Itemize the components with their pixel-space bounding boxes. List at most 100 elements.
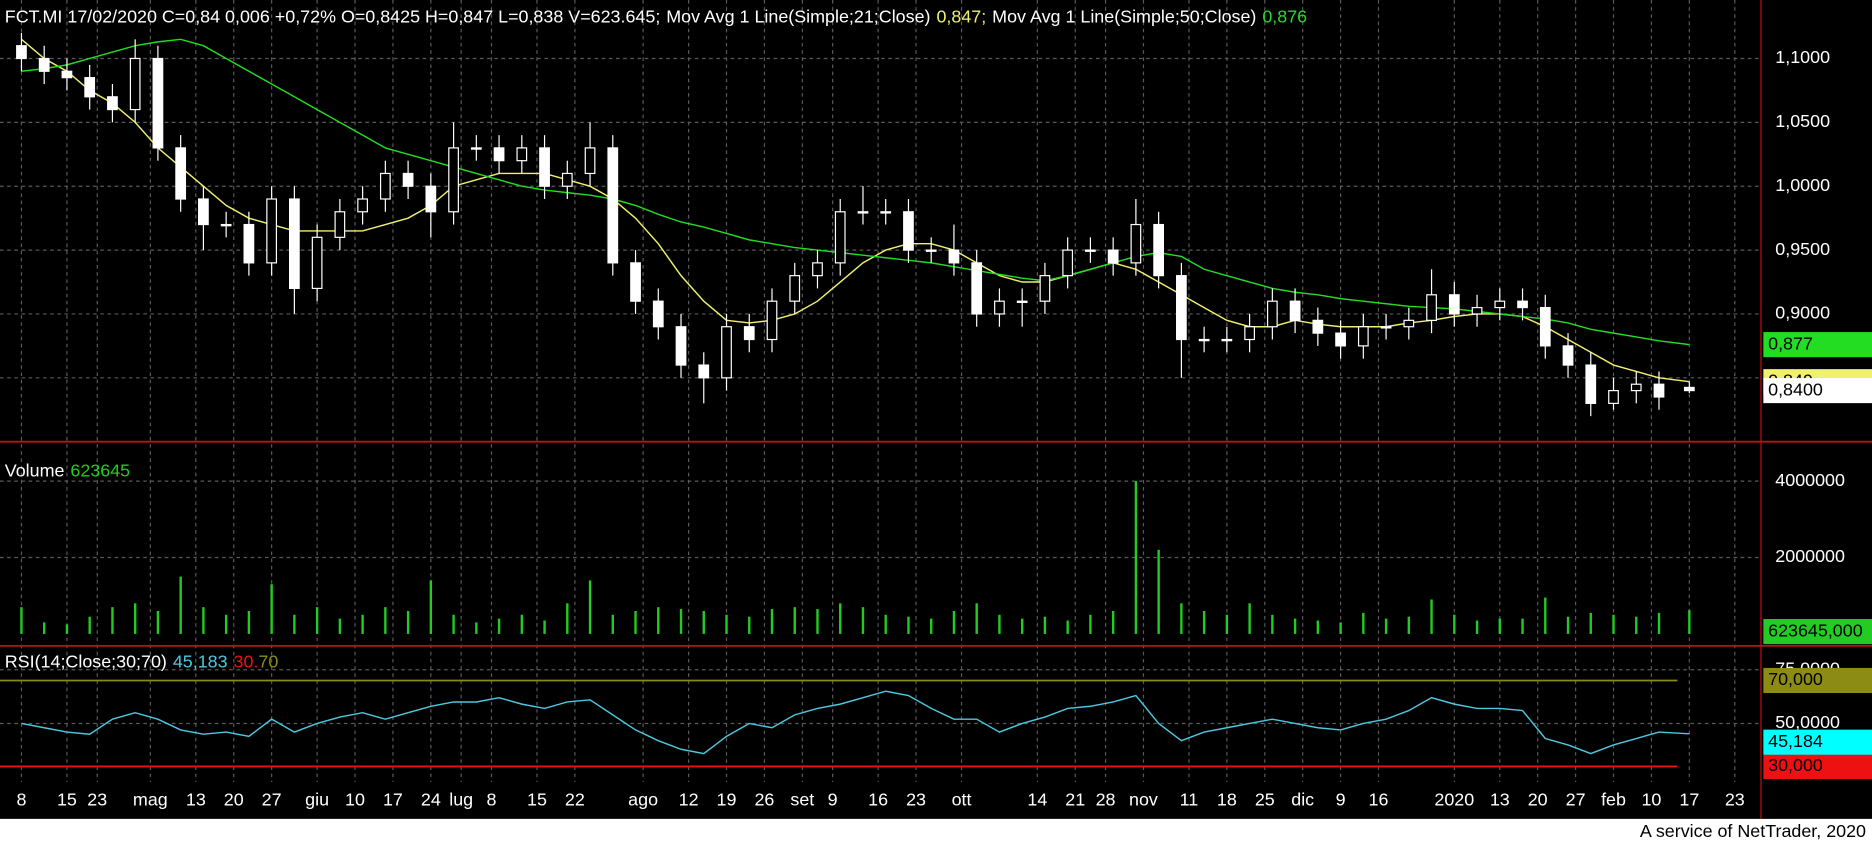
x-tick-label: set [790, 790, 814, 810]
value-box [1763, 729, 1872, 755]
volume-bar [224, 614, 228, 634]
volume-bar [1316, 620, 1320, 634]
x-tick-label: 24 [421, 790, 441, 810]
candle-body [584, 147, 596, 175]
value-box [1763, 378, 1872, 404]
x-tick-label: 9 [828, 790, 838, 810]
candle-body [743, 326, 755, 341]
candle-body [1683, 386, 1695, 392]
candle-body [1517, 300, 1528, 309]
x-tick-label: 22 [565, 790, 585, 810]
candle-body [1266, 300, 1278, 328]
candle-body [1585, 364, 1597, 404]
x-tick-label: 16 [868, 790, 888, 810]
volume-bar [1498, 618, 1501, 634]
volume-bar [1544, 597, 1547, 634]
volume-bar [1089, 614, 1092, 634]
volume-bar [679, 609, 683, 634]
volume-bar [588, 580, 592, 634]
header-text: 45,183 [173, 651, 228, 671]
volume-bar [702, 610, 705, 634]
volume-bar [475, 622, 478, 634]
candle-body [652, 300, 664, 328]
candle-body [903, 211, 914, 251]
candle-body [357, 198, 368, 213]
header-text: Mov Avg 1 Line(Simple;21;Close) [666, 7, 930, 27]
x-tick-label: ott [952, 790, 972, 810]
volume-bar [611, 614, 614, 634]
volume-bar [497, 618, 501, 634]
x-tick-label: 11 [1180, 790, 1199, 810]
candle-body [1562, 345, 1574, 366]
x-tick-label: 9 [1336, 790, 1346, 810]
volume-bar [133, 603, 137, 634]
volume-bar [770, 609, 774, 634]
volume-bar [975, 603, 978, 634]
candle-body [1085, 249, 1096, 252]
candle-body [243, 223, 255, 264]
volume-bar [1453, 614, 1456, 634]
volume-bar [88, 616, 91, 634]
x-tick-label: 14 [1027, 790, 1047, 810]
candle-body [334, 211, 346, 238]
x-tick-label: 17 [1679, 790, 1699, 810]
volume-bar [293, 614, 296, 634]
volume-bar [930, 618, 933, 634]
x-tick-label: 10 [345, 790, 365, 810]
volume-bar [1202, 610, 1206, 634]
candle-body [1608, 390, 1619, 404]
x-tick-label: 17 [383, 790, 403, 810]
value-box-label: 0,877 [1768, 333, 1813, 353]
x-tick-label: 28 [1096, 790, 1116, 810]
y-tick-label: 50,0000 [1775, 712, 1840, 732]
volume-bar [111, 607, 114, 634]
candle-body [880, 211, 892, 214]
volume-bar [839, 603, 842, 634]
volume-bar [725, 614, 728, 634]
candle-body [1221, 338, 1233, 342]
candle-body [857, 211, 869, 214]
volume-bar [1612, 614, 1615, 634]
volume-bar [156, 610, 160, 634]
x-tick-label: nov [1129, 790, 1158, 810]
candle-body [698, 364, 710, 379]
candle-body [630, 262, 641, 302]
candle-body [948, 249, 960, 264]
header-text: 30. [234, 651, 259, 671]
volume-bar [1430, 599, 1433, 634]
volume-bar [520, 614, 524, 634]
volume-bar [1248, 603, 1251, 634]
x-tick-label: 12 [679, 790, 699, 810]
y-tick-label: 0,9000 [1775, 303, 1830, 323]
volume-bar [861, 607, 865, 634]
value-box [1763, 619, 1872, 645]
candle-body [1380, 326, 1392, 329]
volume-bar [1066, 620, 1069, 634]
candle-body [1630, 383, 1642, 392]
volume-bar [634, 610, 637, 634]
header-text: RSI(14;Close;30;70) [5, 651, 167, 671]
candle-body [175, 147, 187, 200]
x-tick-label: 23 [1725, 790, 1745, 810]
x-tick-label: 19 [717, 790, 737, 810]
value-box [1763, 332, 1872, 358]
candle-body [971, 262, 983, 315]
candle-body [311, 236, 323, 290]
volume-bar [1362, 612, 1365, 634]
x-tick-label: 21 [1065, 790, 1085, 810]
volume-bar [1020, 618, 1024, 634]
volume-bar [1635, 616, 1638, 634]
candle-body [675, 326, 687, 366]
volume-bar [65, 624, 69, 634]
candle-body [1176, 275, 1187, 341]
footer-background [0, 818, 1872, 844]
candle-body [1653, 383, 1665, 398]
volume-bar [315, 607, 319, 634]
candle-body [129, 57, 141, 111]
candle-body [1016, 300, 1028, 303]
candle-body [402, 172, 414, 187]
x-tick-label: 20 [1528, 790, 1548, 810]
candle-body [38, 57, 50, 72]
